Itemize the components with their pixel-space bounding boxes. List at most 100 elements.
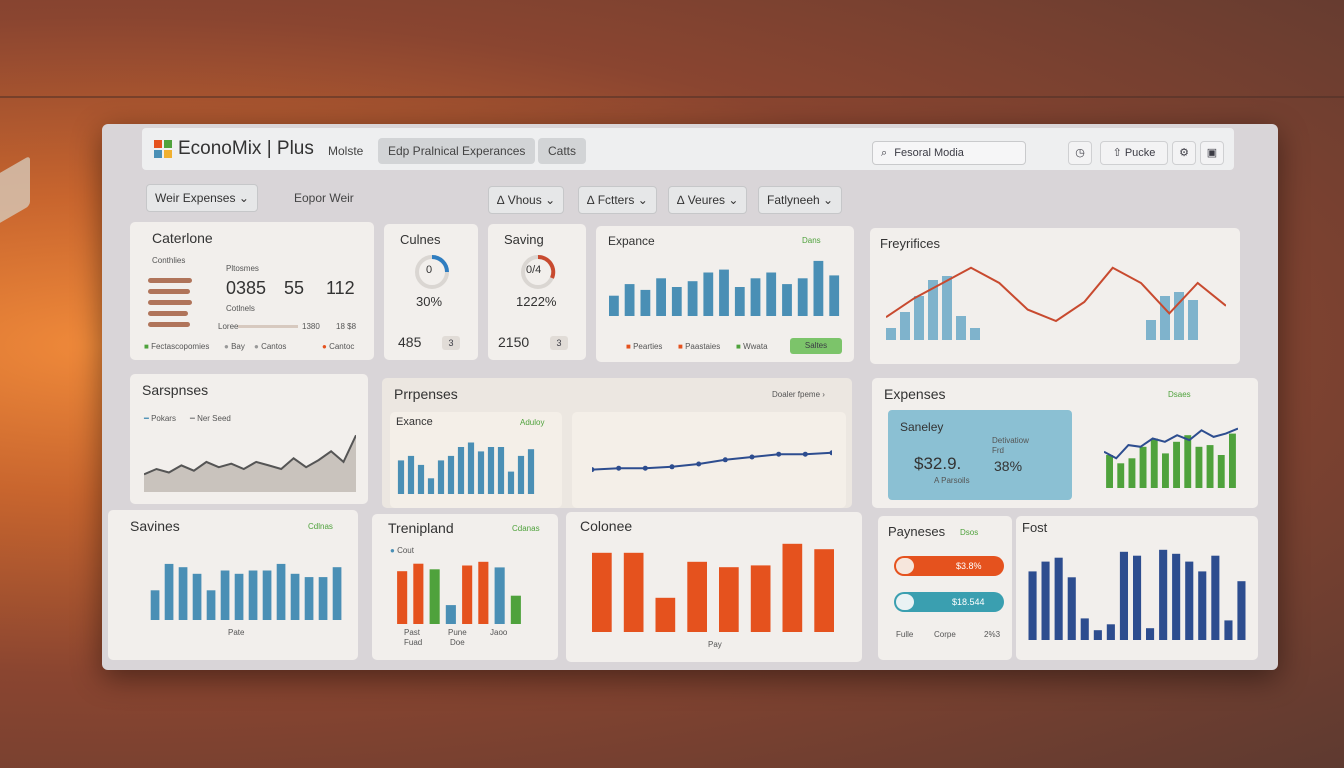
frequencies-card: Freyrifices [870,228,1240,364]
chart-bar [1217,455,1225,488]
app-brand: EconoMix | Plus [178,138,314,159]
views-dropdown[interactable]: ∆ Vhous ⌄ [488,186,565,214]
fatlyneeh-dropdown[interactable]: Fatlyneeh ⌄ [758,186,843,214]
chart-bar [1146,628,1155,640]
chart-bar [1224,620,1233,640]
filter-icon: ∆ [677,193,685,207]
chart-bar [397,460,405,494]
export-link[interactable]: Eopor Weir [294,191,354,205]
clock-icon[interactable]: ◷ [1068,141,1092,165]
dashboard-screen: EconoMix | Plus Molste Edp Pralnical Exp… [102,124,1278,670]
footer-label: 2%3 [984,630,1001,639]
chevron-down-icon: ⌄ [728,193,739,207]
payneses-card: Payneses Dsos $3.8% $18.544 Fulle Corpe … [878,516,1012,660]
percent-value: 1222% [516,294,557,309]
chart-bar [797,278,808,316]
chart-bar [478,561,489,624]
colonee-card: Colonee Pay [566,512,862,662]
gauge-icon [521,254,556,289]
savines-bar-chart [150,563,342,620]
chart-bar [1106,624,1115,640]
legend-swatch: ■ [736,342,741,351]
exance-bar-chart [397,442,535,494]
chart-bar [719,567,739,632]
wall-divider [0,96,1344,98]
settings-icon[interactable]: ⚙ [1172,141,1196,165]
factors-dropdown[interactable]: ∆ Fctters ⌄ [578,186,657,214]
chart-bar [497,447,505,494]
row-label: Cotlnels [226,304,255,313]
chart-bar [1146,320,1156,340]
chart-bar [1195,446,1203,488]
chart-bar [234,573,244,620]
status-badge: Cdanas [512,524,540,533]
chart-bar [332,567,342,620]
chart-bar [1133,555,1142,640]
tab-carts[interactable]: Catts [538,138,587,164]
chart-bar [1211,555,1220,640]
chart-bar [942,276,952,340]
card-title: Expenses [884,386,946,402]
search-input[interactable]: Fesoral Modia [894,147,964,159]
chart-bar [1041,561,1050,640]
fost-card: Fost [1016,516,1258,660]
chart-bar [624,284,635,316]
row-label: Detivatiow [992,436,1029,445]
status-badge: Dans [802,236,821,245]
bar-value: $3.8% [956,561,982,571]
chart-bar [656,278,666,316]
toggle-knob [896,594,914,610]
tab-experiences[interactable]: Edp Pralnical Experances [378,138,536,164]
chart-bar [276,563,286,620]
chart-bar [1184,435,1192,488]
card-title: Trenipland [388,520,454,536]
legend-swatch: ■ [144,342,149,351]
card-title: Savines [130,518,180,534]
chart-bar [1080,618,1089,640]
chart-bar [517,455,525,494]
saneley-summary: Saneley $32.9. A Parsoils Detivatiow Frd… [888,410,1072,500]
bar-value: 1380 [302,322,320,331]
card-title: Sarspnses [142,382,209,398]
chart-line [592,451,832,471]
fost-bar-chart [1028,549,1246,640]
payments-label: Pltosmes [226,264,259,273]
chart-bar [1106,455,1113,488]
metric-value: 485 [398,334,422,350]
chart-point [592,467,595,473]
veures-dropdown[interactable]: ∆ Veures ⌄ [668,186,748,214]
axis-label: Pate [228,628,245,637]
chart-bar [527,449,535,494]
filter-icon: ∆ [587,193,595,207]
chart-point [616,465,622,471]
sarspenses-card: Sarspnses ━ Pokars ━ Ner Seed [130,374,368,504]
card-title: Caterlone [152,230,213,246]
chevron-down-icon: ⌄ [823,193,834,207]
subtitle: A Parsoils [934,476,970,485]
metric-value: 2150 [498,334,530,350]
chart-bar [814,549,834,632]
profile-button[interactable]: ⇧ Pucke [1100,141,1168,165]
chart-bar [206,590,216,620]
progress-bar: $18.544 [894,592,1004,612]
status-badge: Aduloy [520,418,545,427]
legend-entry: ● Cantos [254,342,287,351]
chart-bar [928,280,938,340]
expenses-dropdown[interactable]: Weir Expenses ⌄ [146,184,258,212]
chart-bar [719,269,729,316]
toggle-knob [896,558,914,574]
axis-label: Doe [450,638,465,647]
chart-bar [1185,561,1194,640]
saltes-button[interactable]: Saltes [790,338,842,354]
search-field[interactable]: ⌕ Fesoral Modia [872,141,1026,165]
chart-bar [477,451,485,494]
chart-bar [1188,300,1198,340]
nav-mobile-link[interactable]: Molste [328,144,364,158]
filter-icon: ∆ [497,193,505,207]
saving-card: Saving 0/4 1222% 2150 3 [488,224,586,360]
chart-bar [462,565,473,624]
sarspenses-area-chart [144,434,356,492]
lock-icon[interactable]: ▣ [1200,141,1224,165]
axis-label: Past [404,628,421,637]
details-link[interactable]: Doaler fpeme › [772,390,825,399]
